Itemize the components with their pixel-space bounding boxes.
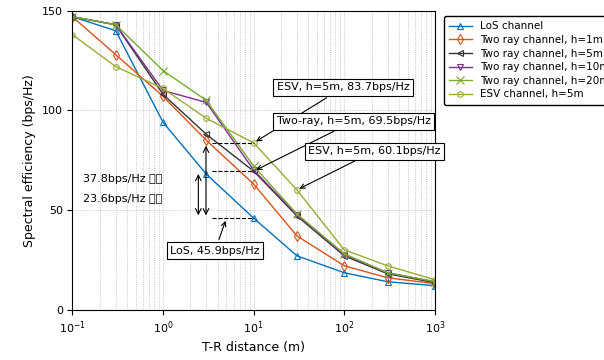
ESV channel, h=5m	[341, 248, 348, 252]
Two ray channel, h=10m	[341, 253, 348, 257]
Two ray channel, h=20m	[112, 23, 120, 27]
Line: ESV channel, h=5m: ESV channel, h=5m	[69, 32, 438, 283]
Two ray channel, h=10m	[294, 213, 301, 217]
X-axis label: T-R distance (m): T-R distance (m)	[202, 342, 305, 355]
Two ray channel, h=1m	[112, 53, 120, 57]
Two ray channel, h=20m	[159, 68, 167, 73]
Two ray channel, h=5m	[341, 254, 348, 258]
Two ray channel, h=20m	[69, 15, 76, 19]
ESV channel, h=5m	[159, 86, 167, 91]
Line: LoS channel: LoS channel	[69, 13, 439, 289]
Two ray channel, h=10m	[159, 88, 167, 93]
Two ray channel, h=5m	[69, 15, 76, 19]
Two ray channel, h=20m	[250, 164, 257, 168]
Two ray channel, h=1m	[431, 282, 439, 286]
Y-axis label: Spectral efficiency (bps/Hz): Spectral efficiency (bps/Hz)	[23, 74, 36, 247]
Two ray channel, h=1m	[250, 182, 257, 186]
Two ray channel, h=20m	[294, 212, 301, 216]
Text: ESV, h=5m, 83.7bps/Hz: ESV, h=5m, 83.7bps/Hz	[257, 82, 410, 141]
ESV channel, h=5m	[112, 64, 120, 69]
LoS channel	[203, 172, 210, 176]
LoS channel	[159, 120, 167, 125]
LoS channel	[431, 284, 439, 288]
Text: 23.6bps/Hz 이득: 23.6bps/Hz 이득	[83, 194, 162, 204]
Legend: LoS channel, Two ray channel, h=1m, Two ray channel, h=5m, Two ray channel, h=10: LoS channel, Two ray channel, h=1m, Two …	[444, 16, 604, 105]
Two ray channel, h=1m	[384, 275, 391, 280]
Two ray channel, h=10m	[112, 23, 120, 27]
Two ray channel, h=20m	[384, 271, 391, 275]
Two ray channel, h=10m	[384, 271, 391, 275]
Two ray channel, h=5m	[250, 169, 257, 173]
Line: Two ray channel, h=10m: Two ray channel, h=10m	[69, 13, 439, 285]
Two ray channel, h=20m	[341, 252, 348, 256]
LoS channel	[341, 271, 348, 275]
Two ray channel, h=5m	[431, 280, 439, 285]
LoS channel	[250, 216, 257, 220]
Text: 37.8bps/Hz 이득: 37.8bps/Hz 이득	[83, 174, 162, 184]
Text: LoS, 45.9bps/Hz: LoS, 45.9bps/Hz	[170, 222, 260, 256]
LoS channel	[294, 254, 301, 258]
Two ray channel, h=5m	[159, 92, 167, 96]
ESV channel, h=5m	[203, 116, 210, 121]
ESV channel, h=5m	[294, 188, 301, 192]
Two ray channel, h=1m	[159, 94, 167, 99]
Two ray channel, h=5m	[384, 271, 391, 276]
Two ray channel, h=1m	[294, 234, 301, 238]
Two ray channel, h=5m	[112, 23, 120, 27]
ESV channel, h=5m	[250, 141, 257, 145]
Two ray channel, h=5m	[203, 132, 210, 136]
LoS channel	[69, 15, 76, 19]
Two ray channel, h=20m	[431, 280, 439, 284]
Two ray channel, h=1m	[341, 264, 348, 268]
Two ray channel, h=10m	[203, 100, 210, 105]
Two ray channel, h=20m	[203, 98, 210, 103]
LoS channel	[112, 28, 120, 33]
Text: ESV, h=5m, 60.1bps/Hz: ESV, h=5m, 60.1bps/Hz	[301, 146, 441, 188]
Line: Two ray channel, h=20m: Two ray channel, h=20m	[68, 13, 439, 286]
Two ray channel, h=10m	[431, 280, 439, 284]
Two ray channel, h=1m	[203, 138, 210, 143]
Line: Two ray channel, h=5m: Two ray channel, h=5m	[69, 13, 439, 286]
ESV channel, h=5m	[431, 278, 439, 282]
ESV channel, h=5m	[384, 264, 391, 268]
Two ray channel, h=1m	[69, 15, 76, 19]
Line: Two ray channel, h=1m: Two ray channel, h=1m	[69, 13, 439, 287]
Two ray channel, h=10m	[250, 168, 257, 172]
Text: Two-ray, h=5m, 69.5bps/Hz: Two-ray, h=5m, 69.5bps/Hz	[257, 116, 431, 169]
LoS channel	[384, 280, 391, 284]
Two ray channel, h=10m	[69, 15, 76, 19]
ESV channel, h=5m	[69, 32, 76, 37]
Two ray channel, h=5m	[294, 214, 301, 218]
